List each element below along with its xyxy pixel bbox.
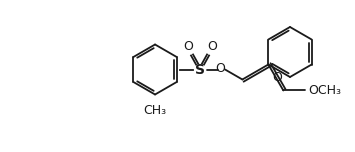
Text: O: O bbox=[207, 40, 217, 53]
Text: O: O bbox=[215, 62, 225, 75]
Text: O: O bbox=[183, 40, 193, 53]
Text: OCH₃: OCH₃ bbox=[308, 84, 342, 97]
Text: O: O bbox=[273, 71, 283, 84]
Text: S: S bbox=[195, 62, 205, 76]
Text: CH₃: CH₃ bbox=[143, 105, 166, 117]
